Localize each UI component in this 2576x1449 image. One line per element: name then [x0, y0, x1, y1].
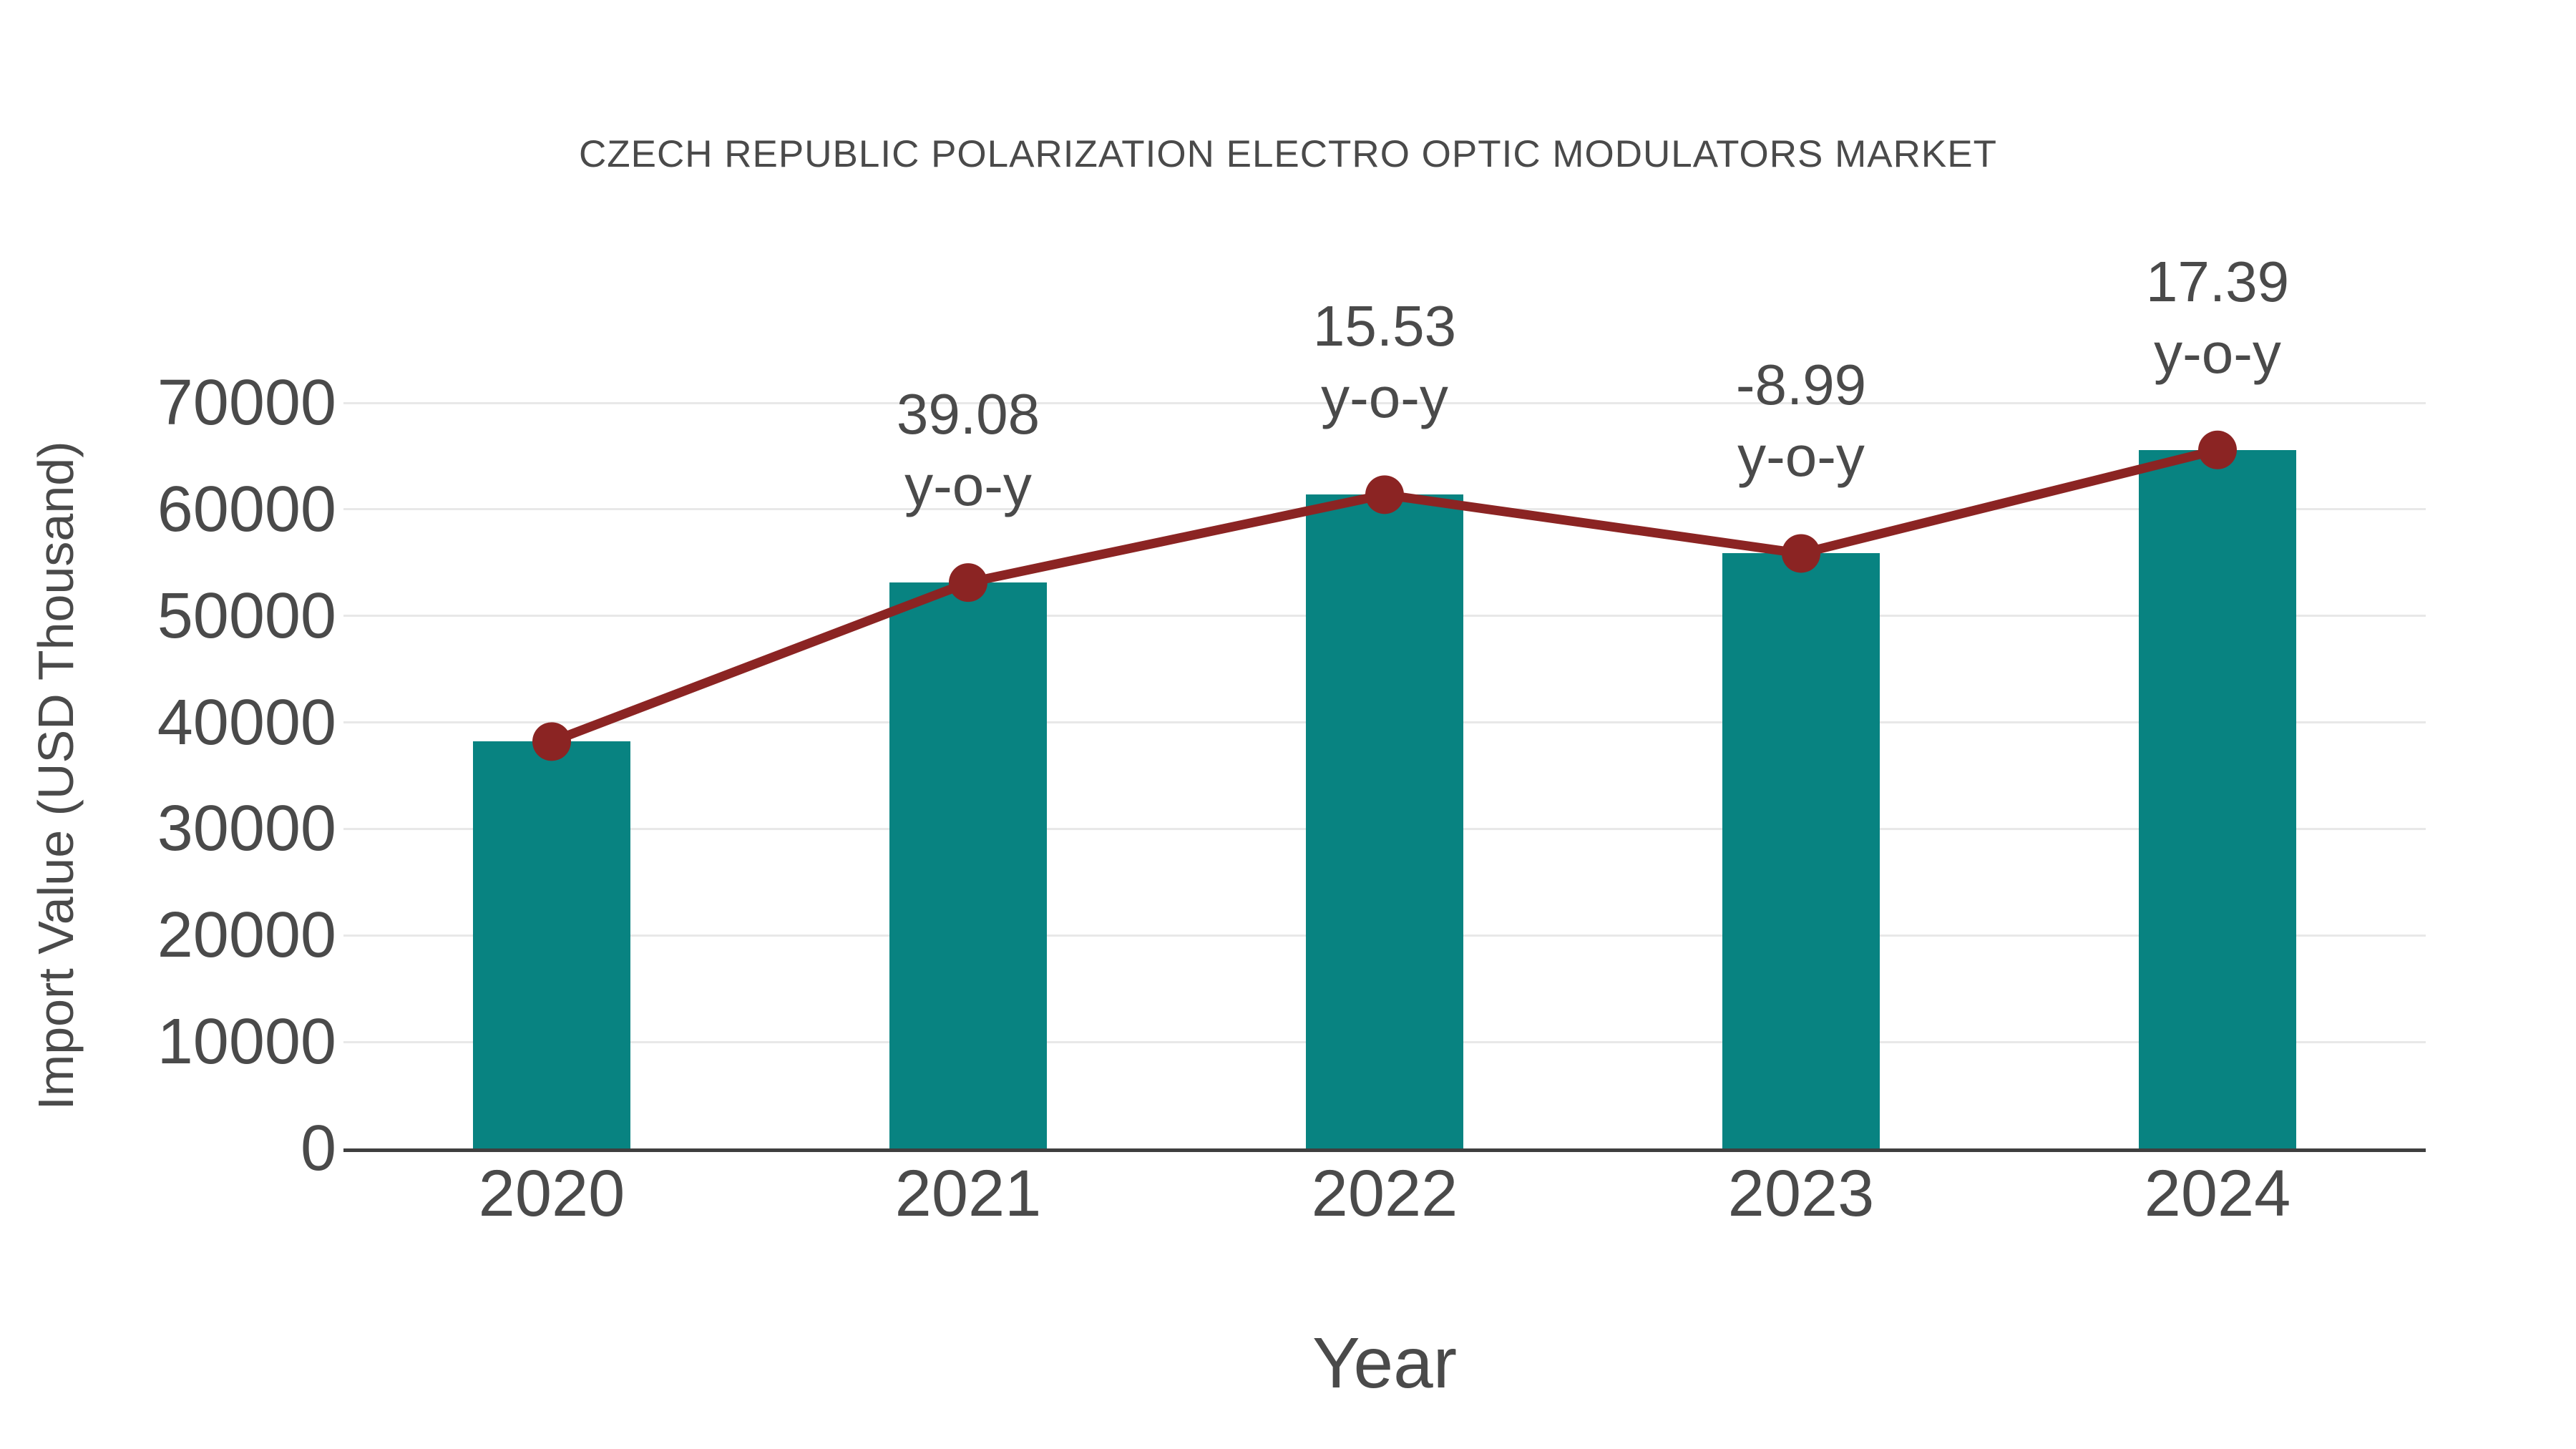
- y-tick-label-0: 0: [300, 1113, 336, 1184]
- bar-2021: [889, 582, 1047, 1148]
- x-tick-label-2021: 2021: [894, 1157, 1042, 1230]
- bar-2023: [1722, 553, 1880, 1148]
- annotation-2021-value: 39.08: [896, 382, 1040, 447]
- annotation-2024-label: y-o-y: [2154, 321, 2281, 385]
- y-tick-label-20000: 20000: [157, 899, 336, 972]
- y-tick-label-70000: 70000: [157, 367, 336, 439]
- annotation-2023-value: -8.99: [1735, 353, 1867, 417]
- annotation-2022-label: y-o-y: [1321, 366, 1448, 430]
- y-tick-label-60000: 60000: [157, 473, 336, 545]
- line-marker-2020: [532, 722, 571, 761]
- x-tick-label-2020: 2020: [478, 1157, 625, 1230]
- line-marker-2023: [1782, 534, 1820, 573]
- line-marker-2022: [1365, 475, 1404, 514]
- x-tick-label-2022: 2022: [1311, 1157, 1458, 1230]
- bar-2024: [2139, 449, 2296, 1148]
- y-tick-label-30000: 30000: [157, 793, 336, 865]
- chart-title: CZECH REPUBLIC POLARIZATION ELECTRO OPTI…: [579, 133, 1997, 175]
- line-marker-2024: [2198, 430, 2237, 469]
- annotation-2023-label: y-o-y: [1737, 424, 1865, 489]
- annotation-2021-label: y-o-y: [904, 454, 1032, 518]
- y-tick-label-50000: 50000: [157, 580, 336, 652]
- annotation-2021: 39.08 y-o-y: [768, 379, 1169, 522]
- line-marker-2021: [949, 563, 987, 602]
- x-tick-label-2023: 2023: [1727, 1157, 1875, 1230]
- annotation-2022: 15.53 y-o-y: [1184, 291, 1585, 434]
- bar-2022: [1306, 494, 1463, 1148]
- bar-2020: [473, 741, 630, 1148]
- annotation-2022-value: 15.53: [1312, 294, 1457, 358]
- gridline-70000: [343, 401, 2426, 404]
- x-tick-label-2024: 2024: [2144, 1157, 2291, 1230]
- x-axis-title: Year: [1312, 1323, 1458, 1403]
- y-tick-label-10000: 10000: [157, 1006, 336, 1078]
- annotation-2024: 17.39 y-o-y: [2017, 246, 2418, 389]
- y-tick-label-40000: 40000: [157, 686, 336, 758]
- annotation-2023: -8.99 y-o-y: [1601, 349, 2001, 492]
- annotation-2024-value: 17.39: [2145, 249, 2290, 313]
- x-axis-line: [343, 1148, 2426, 1152]
